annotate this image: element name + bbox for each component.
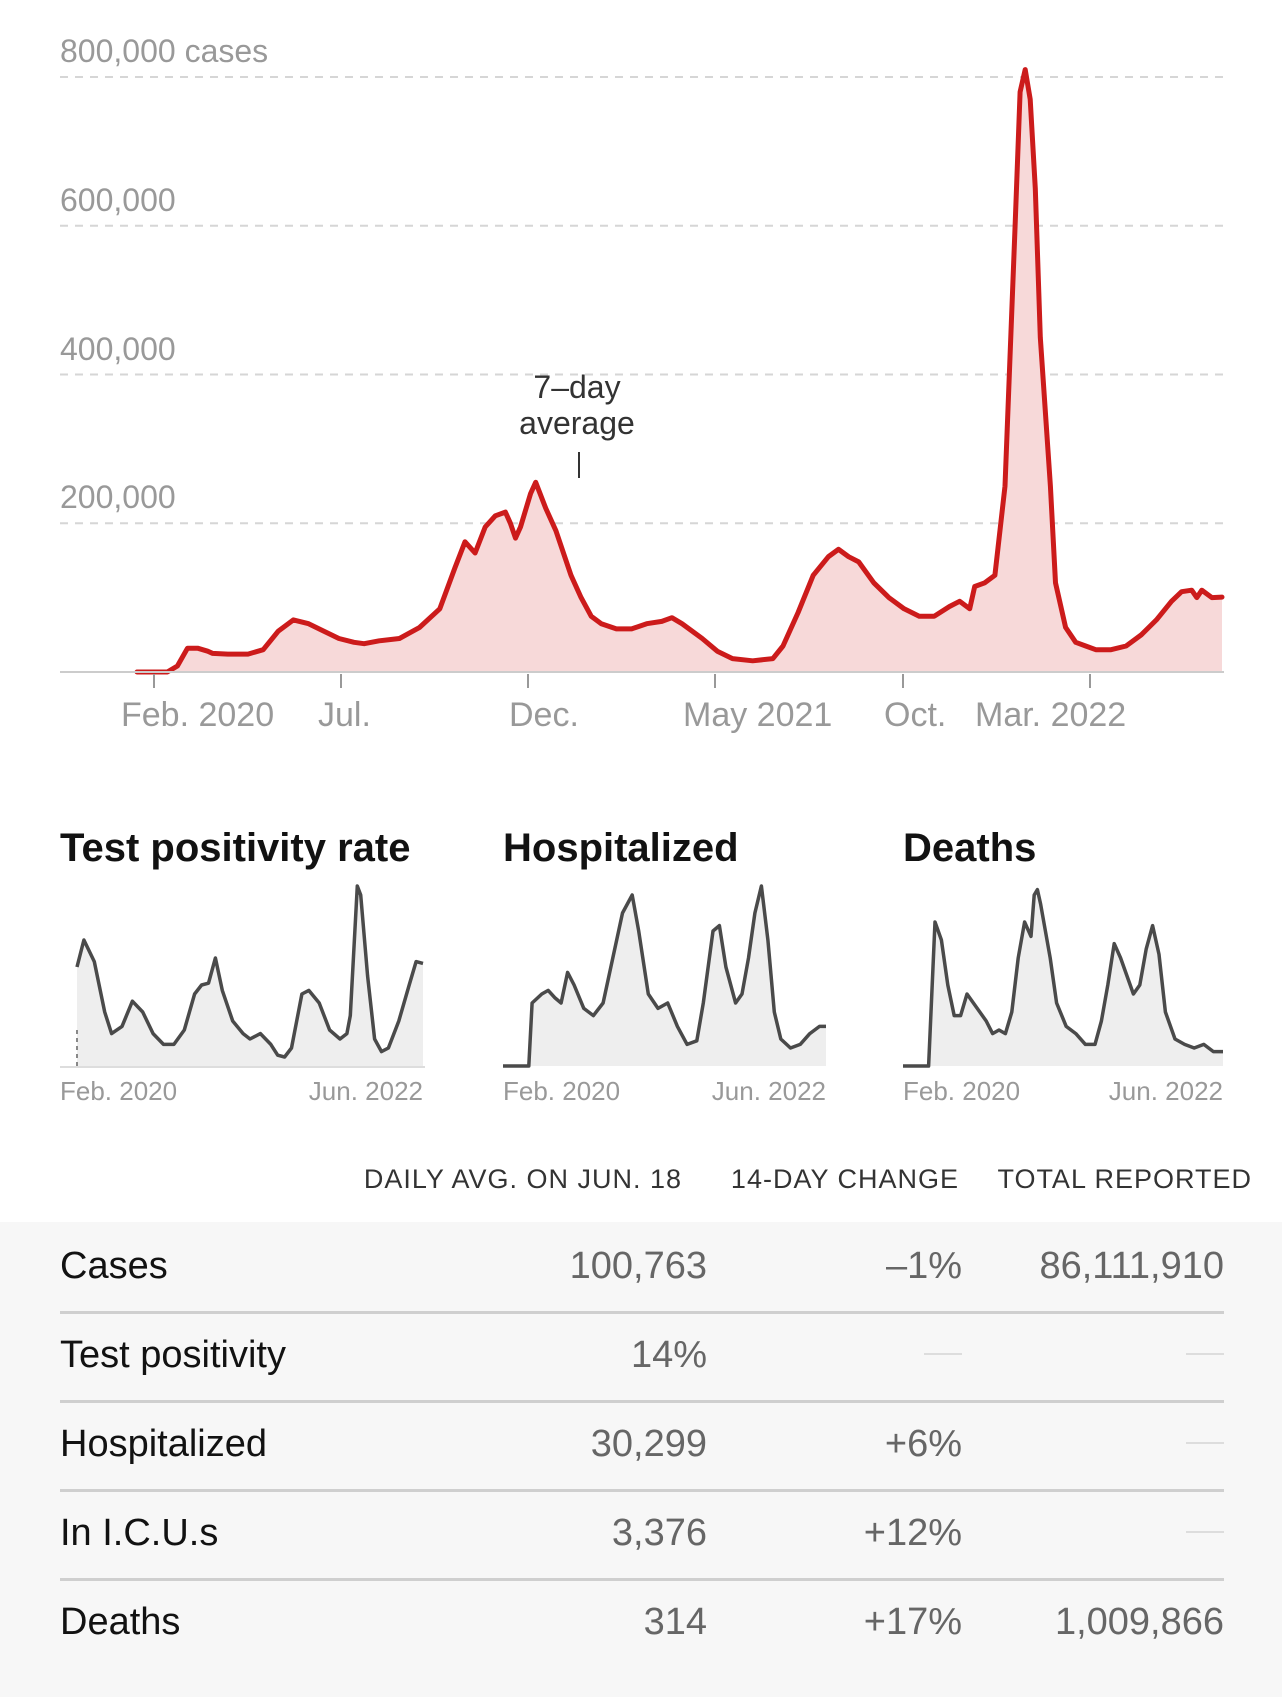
cases-line bbox=[134, 67, 1225, 675]
x-tick-label: Feb. 2020 bbox=[121, 696, 274, 734]
x-tick-label: Feb. 2020 bbox=[60, 1076, 177, 1106]
seven-day-annotation: 7–day average bbox=[519, 369, 635, 478]
table-row-hospitalized: Hospitalized 30,299 +6% bbox=[60, 1400, 1224, 1492]
deaths-line bbox=[903, 887, 1223, 1068]
change-value: +17% bbox=[863, 1601, 962, 1643]
change-value: +6% bbox=[884, 1423, 962, 1465]
daily-avg-value: 30,299 bbox=[590, 1423, 707, 1465]
x-tick-label: Dec. bbox=[509, 696, 579, 734]
y-tick-label: 400,000 bbox=[60, 331, 176, 367]
change-empty-dash bbox=[924, 1353, 962, 1355]
x-tick-label: Jun. 2022 bbox=[309, 1076, 423, 1106]
test-positivity-line bbox=[75, 884, 424, 1059]
change-value: –1% bbox=[885, 1245, 962, 1287]
total-value: 1,009,866 bbox=[1054, 1601, 1224, 1643]
x-tick-label: May 2021 bbox=[683, 696, 832, 734]
total-empty-dash bbox=[1186, 1442, 1224, 1444]
cases-chart: 800,000 cases 600,000 400,000 200,000 Fe… bbox=[60, 33, 1225, 734]
x-tick-label: Oct. bbox=[884, 696, 946, 734]
table-row-deaths: Deaths 314 +17% 1,009,866 bbox=[60, 1578, 1224, 1667]
y-tick-label: 600,000 bbox=[60, 182, 176, 218]
x-tick-label: Jun. 2022 bbox=[712, 1076, 826, 1106]
hospitalized-area bbox=[503, 886, 826, 1066]
daily-avg-value: 314 bbox=[643, 1601, 707, 1643]
change-value: +12% bbox=[863, 1512, 962, 1554]
hospitalized-line bbox=[503, 884, 826, 1068]
row-label: Cases bbox=[60, 1245, 168, 1287]
stats-table: Cases 100,763 –1% 86,111,910 Test positi… bbox=[0, 1222, 1282, 1697]
y-axis: 800,000 cases 600,000 400,000 200,000 bbox=[60, 33, 268, 515]
x-tick-label: Jul. bbox=[318, 696, 371, 734]
test-positivity-title: Test positivity rate bbox=[60, 826, 411, 870]
deaths-area bbox=[903, 889, 1223, 1066]
col-header-14-day-change: 14-DAY CHANGE bbox=[730, 1164, 959, 1194]
daily-avg-value: 14% bbox=[630, 1334, 707, 1376]
table-row-cases: Cases 100,763 –1% 86,111,910 bbox=[60, 1222, 1224, 1314]
col-header-total-reported: TOTAL REPORTED bbox=[997, 1164, 1252, 1194]
x-tick-label: Feb. 2020 bbox=[903, 1076, 1020, 1106]
y-tick-label: 800,000 cases bbox=[60, 33, 268, 69]
cases-area bbox=[137, 69, 1222, 673]
annotation-line-1: 7–day bbox=[533, 369, 620, 405]
daily-avg-value: 3,376 bbox=[611, 1512, 707, 1554]
deaths-chart: Feb. 2020 Jun. 2022 bbox=[903, 887, 1223, 1106]
deaths-title: Deaths bbox=[903, 826, 1037, 870]
hospitalized-title: Hospitalized bbox=[503, 826, 739, 870]
daily-avg-value: 100,763 bbox=[569, 1245, 707, 1287]
table-row-icu: In I.C.U.s 3,376 +12% bbox=[60, 1489, 1224, 1581]
total-empty-dash bbox=[1186, 1353, 1224, 1355]
y-tick-label: 200,000 bbox=[60, 479, 176, 515]
row-label: Test positivity bbox=[60, 1334, 286, 1376]
total-value: 86,111,910 bbox=[1039, 1245, 1224, 1287]
row-label: In I.C.U.s bbox=[60, 1512, 219, 1554]
table-row-test-positivity: Test positivity 14% bbox=[60, 1311, 1224, 1403]
row-label: Hospitalized bbox=[60, 1423, 267, 1465]
col-header-daily-avg: DAILY AVG. ON JUN. 18 bbox=[363, 1164, 682, 1194]
x-tick-label: Feb. 2020 bbox=[503, 1076, 620, 1106]
row-label: Deaths bbox=[60, 1601, 181, 1643]
test-positivity-chart: Feb. 2020 Jun. 2022 bbox=[60, 884, 425, 1106]
annotation-line-2: average bbox=[519, 405, 635, 441]
x-tick-label: Jun. 2022 bbox=[1109, 1076, 1223, 1106]
hospitalized-chart: Feb. 2020 Jun. 2022 bbox=[503, 884, 826, 1106]
total-empty-dash bbox=[1186, 1531, 1224, 1533]
x-axis: Feb. 2020 Jul. Dec. May 2021 Oct. Mar. 2… bbox=[121, 674, 1126, 734]
x-tick-label: Mar. 2022 bbox=[975, 696, 1126, 734]
